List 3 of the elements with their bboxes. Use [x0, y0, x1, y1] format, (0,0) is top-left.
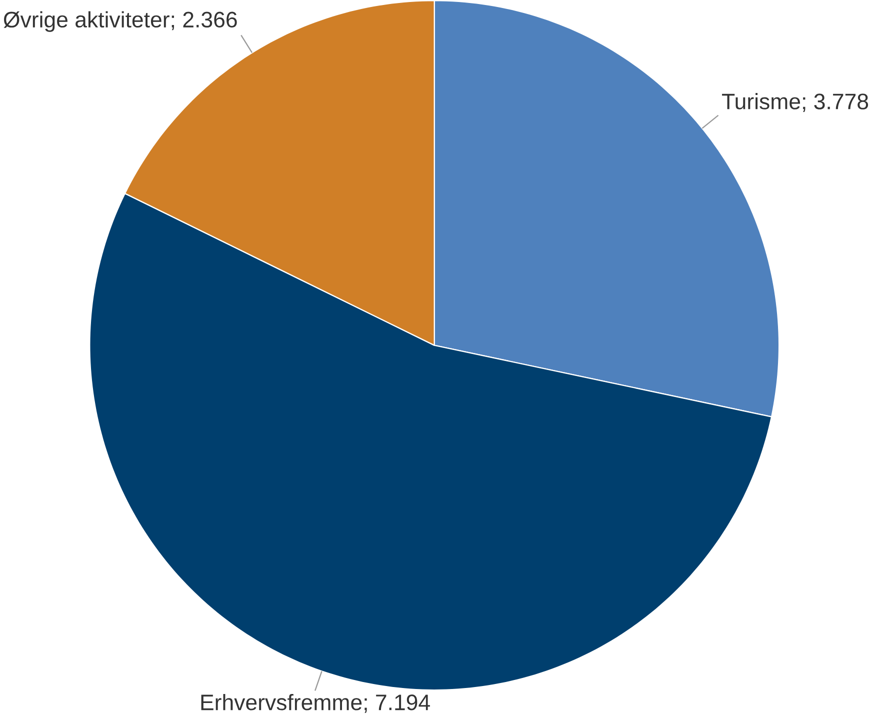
slice-label: Turisme; 3.778	[722, 93, 868, 112]
slice-label: Erhvervsfremme; 7.194	[201, 694, 430, 713]
slice-label: Øvrige aktiviteter; 2.366	[4, 11, 237, 32]
